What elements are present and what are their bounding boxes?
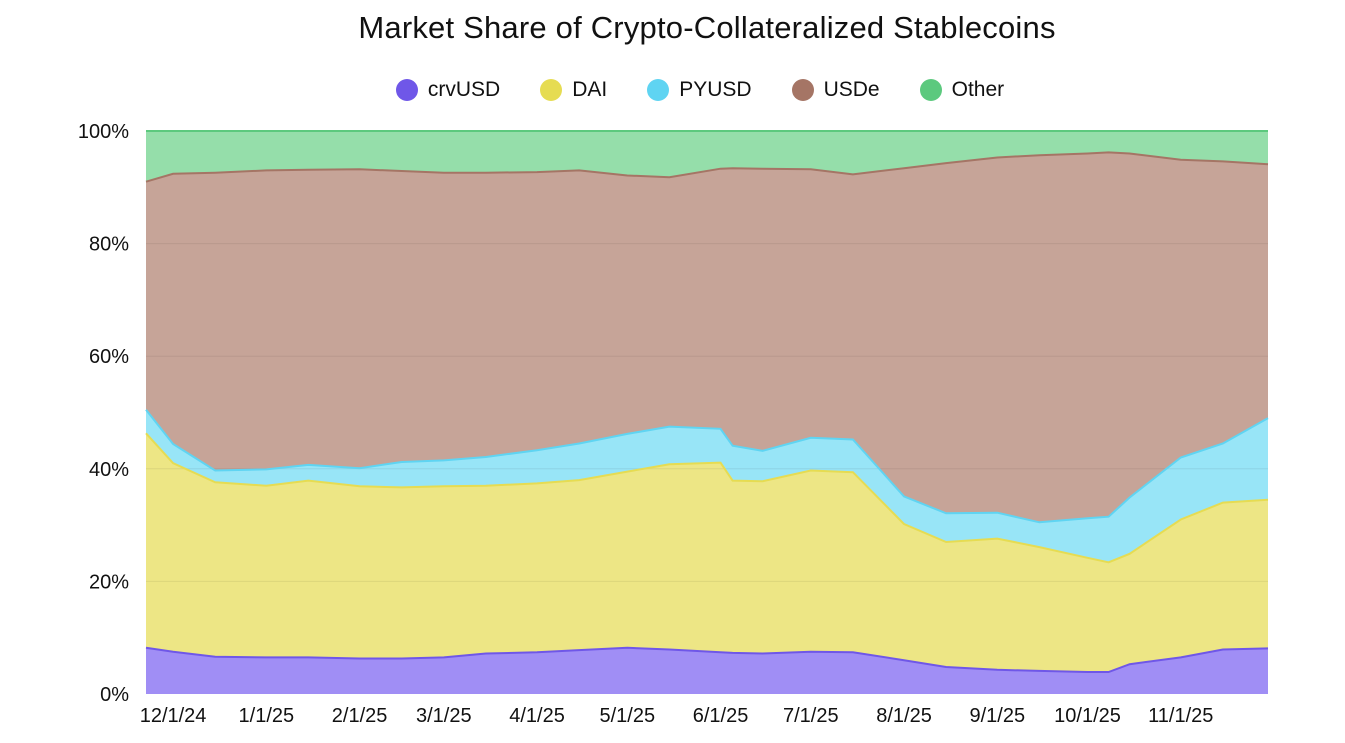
legend-label-pyusd: PYUSD xyxy=(679,78,752,101)
y-axis: 0% 20% 40% 60% 80% 100% xyxy=(78,121,129,706)
legend-swatch-pyusd xyxy=(647,79,670,101)
legend-item-pyusd[interactable]: PYUSD xyxy=(647,78,752,102)
legend-swatch-crvusd xyxy=(395,79,418,101)
legend-item-other[interactable]: Other xyxy=(919,78,1005,102)
y-tick-label: 80% xyxy=(89,234,129,256)
legend-label-dai: DAI xyxy=(572,78,608,101)
legend-item-usde[interactable]: USDe xyxy=(791,78,880,102)
series-line-dai xyxy=(145,432,1269,564)
x-tick-label: 11/1/25 xyxy=(1148,705,1213,727)
x-tick-label: 9/1/25 xyxy=(969,705,1025,727)
x-tick-label: 5/1/25 xyxy=(599,705,655,727)
series-line-crvusd xyxy=(145,646,1269,673)
x-tick-label: 10/1/25 xyxy=(1054,705,1121,727)
area-pyusd xyxy=(146,409,1268,563)
legend-item-dai[interactable]: DAI xyxy=(540,78,607,102)
y-tick-label: 0% xyxy=(100,684,129,706)
series-lines xyxy=(145,130,1269,673)
chart-title: Market Share of Crypto-Collateralized St… xyxy=(358,10,1056,45)
legend-swatch-other xyxy=(919,79,942,101)
legend-swatch-dai xyxy=(540,79,563,101)
x-tick-label: 1/1/25 xyxy=(239,705,295,727)
x-axis: 12/1/24 1/1/25 2/1/25 3/1/25 4/1/25 5/1/25 6/1… xyxy=(140,705,1214,727)
y-tick-label: 40% xyxy=(89,459,129,481)
x-tick-label: 2/1/25 xyxy=(332,705,388,727)
x-tick-label: 6/1/25 xyxy=(693,705,749,727)
x-tick-label: 12/1/24 xyxy=(140,705,207,727)
legend-swatch-usde xyxy=(791,79,814,101)
y-tick-label: 100% xyxy=(78,121,129,143)
series-line-usde xyxy=(145,151,1269,183)
y-tick-label: 60% xyxy=(89,346,129,368)
legend-item-crvusd[interactable]: crvUSD xyxy=(395,78,501,102)
x-tick-label: 7/1/25 xyxy=(783,705,839,727)
area-layers xyxy=(146,131,1268,694)
area-other xyxy=(146,131,1268,182)
area-dai xyxy=(146,433,1268,672)
x-tick-label: 4/1/25 xyxy=(509,705,565,727)
y-tick-label: 20% xyxy=(89,571,129,593)
series-line-pyusd xyxy=(145,409,1269,524)
area-crvusd xyxy=(146,647,1268,694)
legend-label-crvusd: crvUSD xyxy=(427,78,501,101)
area-usde xyxy=(146,152,1268,523)
x-tick-label: 3/1/25 xyxy=(416,705,472,727)
legend-label-usde: USDe xyxy=(823,78,880,101)
legend-label-other: Other xyxy=(951,78,1005,101)
x-tick-label: 8/1/25 xyxy=(876,705,932,727)
chart-legend: crvUSD DAI PYUSD USDe Other xyxy=(0,78,1345,102)
